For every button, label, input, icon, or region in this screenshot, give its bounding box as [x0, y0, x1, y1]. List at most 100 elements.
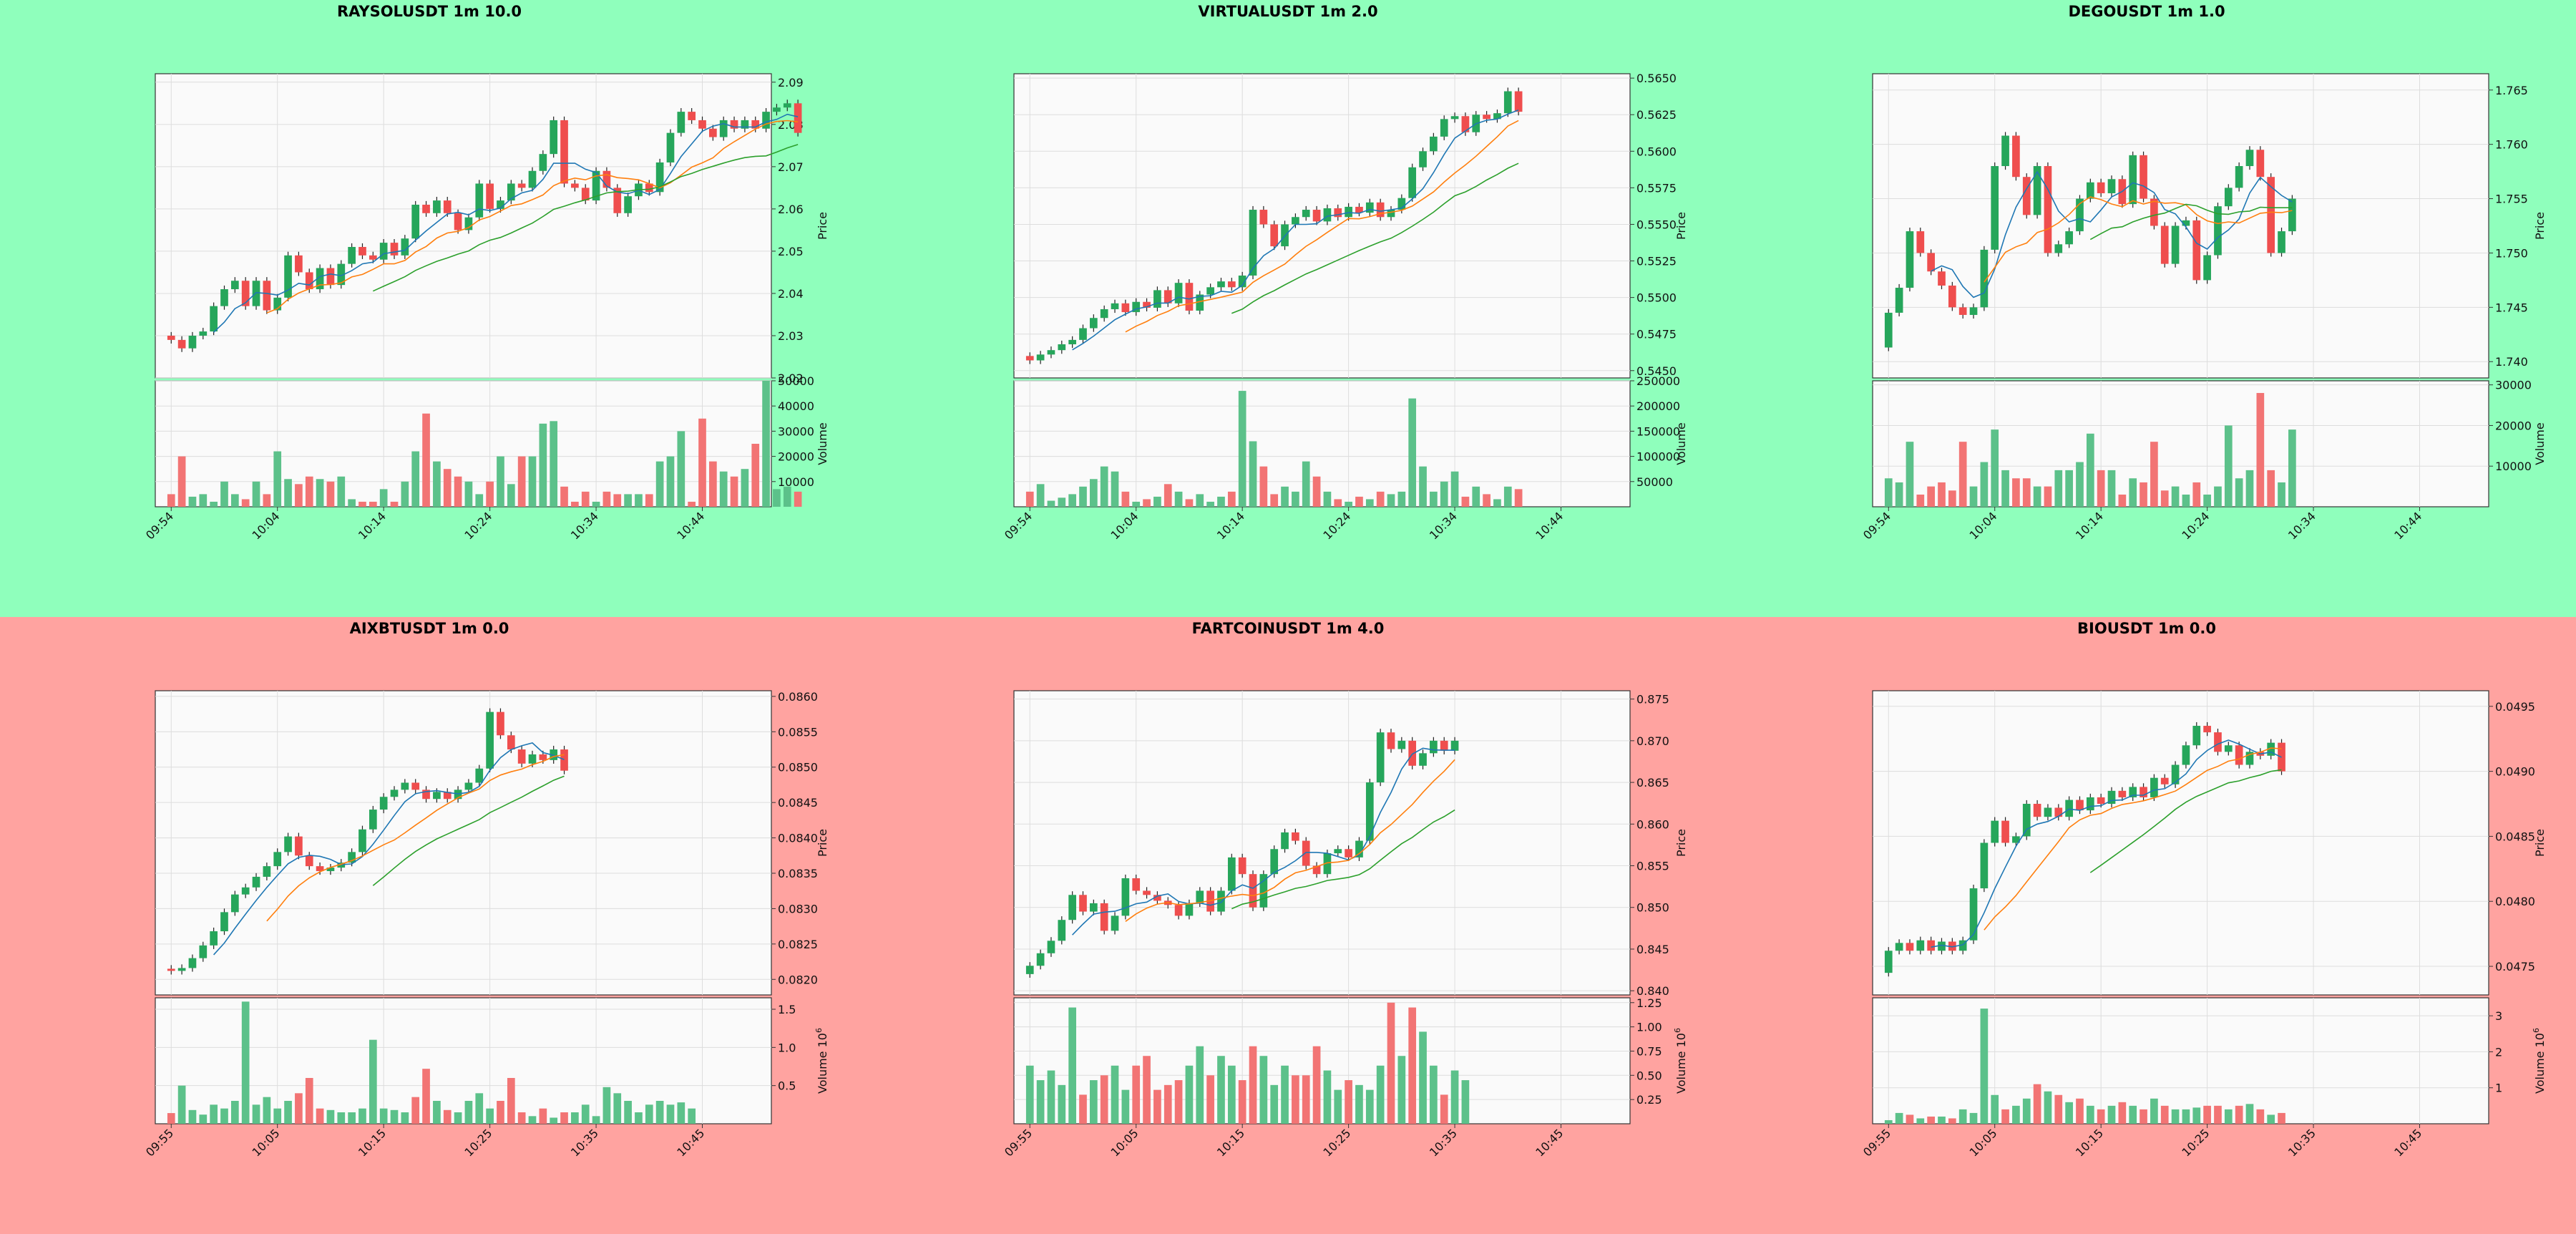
candle-body	[1503, 91, 1512, 114]
price-tick-label: 0.0475	[2495, 960, 2535, 973]
volume-bar	[1227, 1065, 1236, 1124]
volume-bar	[645, 494, 653, 507]
volume-bar	[2044, 486, 2052, 507]
volume-axis-exponent: 6	[814, 1028, 824, 1033]
volume-bar	[1079, 486, 1087, 507]
volume-axis-label: Volume 106	[814, 1028, 829, 1094]
chart-title: FARTCOINUSDT 1m 4.0	[1191, 620, 1385, 637]
candle-body	[1217, 890, 1225, 912]
candle-body	[1916, 940, 1925, 951]
candle-body	[2054, 244, 2063, 253]
volume-tick-label: 50000	[778, 374, 814, 388]
candle-body	[1408, 167, 1417, 198]
candle-body	[688, 112, 696, 120]
candle-body	[1906, 943, 1914, 951]
candle-body	[1884, 312, 1893, 348]
volume-bar	[2001, 470, 2009, 507]
volume-bar	[1440, 481, 1448, 507]
volume-tick-label: 1.0	[778, 1041, 796, 1054]
volume-bar	[1196, 494, 1204, 507]
volume-bar	[2288, 429, 2296, 507]
candle-body	[358, 829, 366, 852]
candle-body	[1089, 903, 1098, 912]
time-tick-label: 10:24	[2179, 509, 2212, 542]
candle-body	[1111, 303, 1119, 309]
volume-bar	[305, 1078, 313, 1124]
candle-body	[698, 120, 706, 129]
volume-bar	[199, 494, 208, 507]
volume-tick-label: 0.75	[1636, 1044, 1662, 1058]
candle-body	[1419, 151, 1427, 167]
candle-body	[2160, 225, 2169, 264]
candle-body	[1419, 753, 1427, 766]
price-tick-label: 0.5650	[1636, 72, 1677, 85]
candle-body	[252, 281, 260, 306]
volume-bar	[602, 491, 611, 507]
volume-bar	[411, 451, 420, 507]
candlestick-chart: 1.740 1.745 1.750 1.755 1.760 1.765 10000 20000…	[1860, 73, 2547, 542]
volume-bar	[220, 1108, 228, 1124]
volume-axis-label-base: 10	[2533, 1033, 2547, 1051]
moving-average-line	[1984, 747, 2282, 931]
volume-bar	[1408, 398, 1417, 507]
price-tick-label: 0.840	[1636, 984, 1669, 998]
volume-bar	[1365, 499, 1374, 507]
volume-bar	[252, 1104, 260, 1124]
candle-body	[2001, 135, 2009, 167]
volume-bar	[2256, 393, 2265, 507]
volume-bar	[528, 456, 537, 507]
candle-body	[486, 711, 494, 769]
candle-body	[1143, 890, 1151, 895]
volume-bar	[762, 381, 770, 507]
candle-body	[2129, 155, 2137, 205]
price-tick-label: 0.0840	[778, 832, 818, 845]
volume-bar	[1461, 1080, 1470, 1124]
candle-body	[167, 968, 175, 971]
volume-bar	[1440, 1094, 1448, 1124]
chart-panel: 0.5450 0.5475 0.5500 0.5525 0.5550 0.5575 0.56…	[859, 0, 1717, 617]
candle-body	[1312, 865, 1321, 875]
candle-body	[1121, 878, 1130, 916]
time-tick-label: 10:45	[1533, 1126, 1566, 1159]
price-tick-label: 0.845	[1636, 943, 1669, 956]
candle-body	[1906, 231, 1914, 288]
time-tick-label: 10:44	[2391, 509, 2424, 542]
candle-body	[1895, 943, 1903, 951]
volume-bar	[1895, 1112, 1903, 1124]
volume-bar	[188, 1109, 197, 1124]
volume-bar	[1355, 496, 1363, 507]
candle-body	[1991, 166, 1999, 250]
volume-bar	[1238, 391, 1246, 507]
candle-body	[741, 120, 749, 129]
volume-bar	[1058, 497, 1066, 507]
volume-bar	[401, 481, 409, 507]
time-tick-label: 10:24	[1320, 509, 1353, 542]
price-tick-label: 0.5600	[1636, 145, 1677, 158]
candle-body	[2065, 231, 2073, 245]
price-tick-label: 2.04	[778, 287, 804, 301]
volume-bar	[1958, 1109, 1967, 1124]
candle-body	[1174, 283, 1183, 303]
volume-bar	[571, 501, 579, 507]
volume-bar	[2256, 1109, 2265, 1124]
candle-body	[1440, 119, 1448, 137]
volume-bar	[1969, 1112, 1978, 1124]
volume-bar	[1153, 1089, 1161, 1124]
volume-bar	[635, 494, 643, 507]
candle-body	[369, 810, 377, 830]
candle-body	[1440, 740, 1448, 751]
price-tick-label: 0.0485	[2495, 830, 2535, 843]
candle-body	[295, 255, 303, 273]
volume-bar	[655, 461, 664, 507]
time-tick-label: 10:25	[2179, 1126, 2212, 1159]
candle-body	[730, 120, 738, 129]
candle-body	[1036, 953, 1045, 966]
candle-body	[1079, 328, 1087, 340]
volume-bar	[1948, 490, 1956, 507]
candle-body	[486, 183, 494, 209]
chart-title: DEGOUSDT 1m 1.0	[2068, 3, 2225, 20]
candle-body	[252, 876, 260, 888]
volume-bar	[1089, 1080, 1098, 1124]
price-axis-label: Price	[2533, 829, 2547, 857]
volume-bar	[1312, 1046, 1321, 1124]
